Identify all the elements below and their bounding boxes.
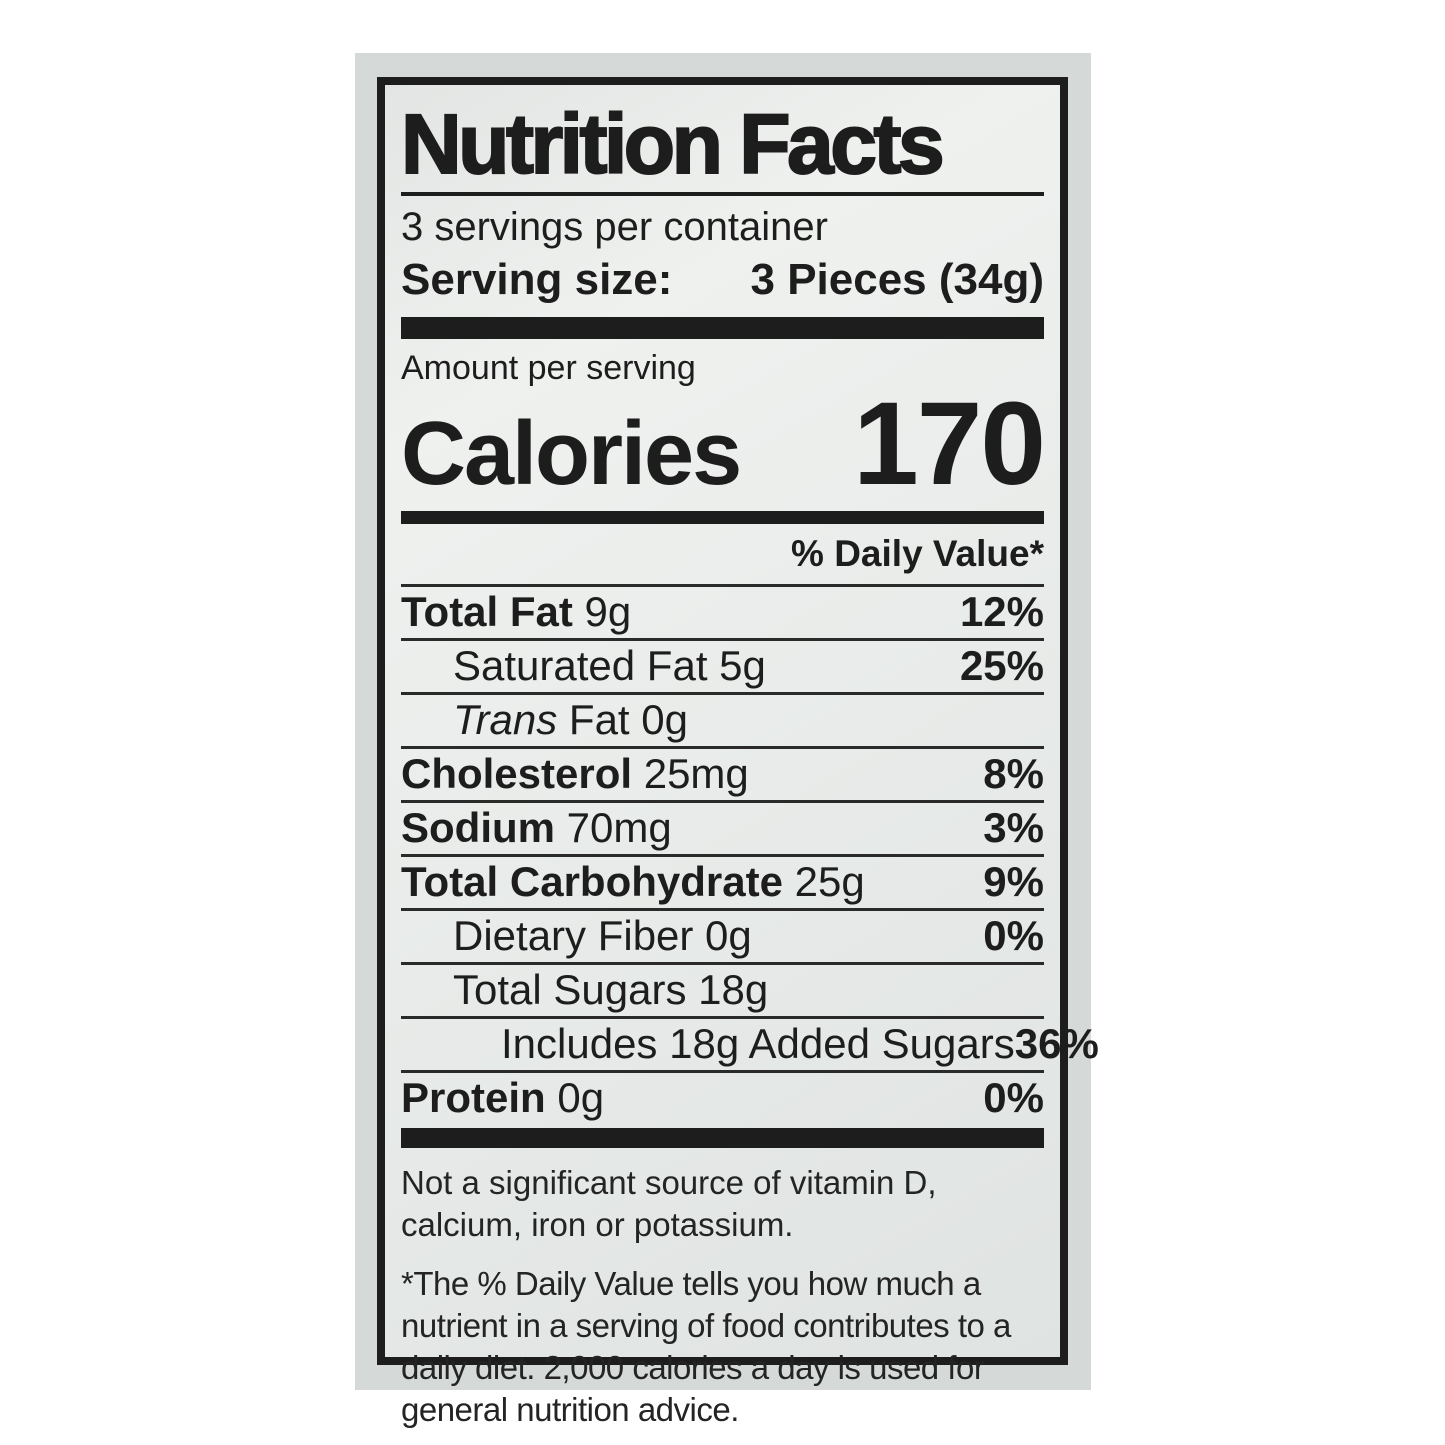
title-divider: [401, 192, 1044, 196]
servings-per-container: 3 servings per container: [401, 205, 828, 249]
nutrient-daily-value: 0%: [983, 912, 1044, 960]
nutrient-name: Sodium 70mg: [401, 804, 672, 852]
nutrient-daily-value: 9%: [983, 858, 1044, 906]
nutrient-row: Trans Fat 0g: [401, 695, 1044, 749]
nutrient-name: Trans Fat 0g: [453, 696, 688, 744]
nutrient-row: Cholesterol 25mg 8%: [401, 749, 1044, 803]
calories-value: 170: [853, 378, 1046, 510]
nutrient-name: Protein 0g: [401, 1074, 605, 1122]
section-divider-bar: [401, 317, 1044, 339]
serving-size-value: 3 Pieces (34g): [750, 255, 1045, 304]
nutrient-row: Total Carbohydrate 25g 9%: [401, 857, 1044, 911]
serving-size-row: Serving size: 3 Pieces (34g): [401, 252, 1044, 308]
nutrient-name: Total Carbohydrate 25g: [401, 858, 865, 906]
nutrient-name: Includes 18g Added Sugars: [501, 1020, 1015, 1068]
nutrient-name: Cholesterol 25mg: [401, 750, 749, 798]
nutrient-row: Dietary Fiber 0g 0%: [401, 911, 1044, 965]
nutrient-daily-value: 25%: [959, 642, 1044, 690]
nutrient-daily-value: 12%: [959, 588, 1044, 636]
footer-divider-bar: [401, 1127, 1044, 1148]
footnote-daily-value-explanation: *The % Daily Value tells you how much a …: [401, 1264, 1011, 1428]
daily-value-header: % Daily Value*: [401, 524, 1044, 587]
nutrient-daily-value: 3%: [983, 804, 1044, 852]
calories-divider-bar: [401, 510, 1044, 524]
nutrient-daily-value: 0%: [983, 1074, 1044, 1122]
nutrient-name: Total Sugars 18g: [453, 966, 769, 1014]
nutrient-name: Dietary Fiber 0g: [453, 912, 752, 960]
label-title: Nutrition Facts: [400, 97, 946, 191]
nutrient-row: Total Fat 9g 12%: [401, 587, 1044, 641]
package-background: Nutrition Facts 3 servings per container…: [355, 53, 1099, 1428]
nutrient-row: Sodium 70mg 3%: [401, 803, 1044, 857]
nutrient-rows: Total Fat 9g 12% Saturated Fat 5g 25% Trans …: [401, 587, 1099, 1124]
serving-size-label: Serving size:: [401, 255, 673, 304]
footnote-not-significant-source: Not a significant source of vitamin D, c…: [401, 1163, 937, 1243]
calories-row: Calories 170: [401, 378, 1046, 510]
calories-label: Calories: [401, 404, 742, 504]
amount-per-serving-label: Amount per serving: [401, 349, 696, 387]
nutrition-facts-label: Nutrition Facts 3 servings per container…: [377, 77, 1099, 1428]
nutrient-row: Total Sugars 18g: [401, 965, 1044, 1019]
nutrient-daily-value: 36%: [1014, 1020, 1099, 1068]
nutrient-name: Saturated Fat 5g: [453, 642, 766, 690]
nutrient-name: Total Fat 9g: [401, 588, 632, 636]
nutrient-row: Saturated Fat 5g 25%: [401, 641, 1044, 695]
nutrient-daily-value: 8%: [983, 750, 1044, 798]
nutrient-row: Protein 0g 0%: [401, 1073, 1044, 1124]
nutrient-row: Includes 18g Added Sugars 36%: [401, 1019, 1099, 1073]
